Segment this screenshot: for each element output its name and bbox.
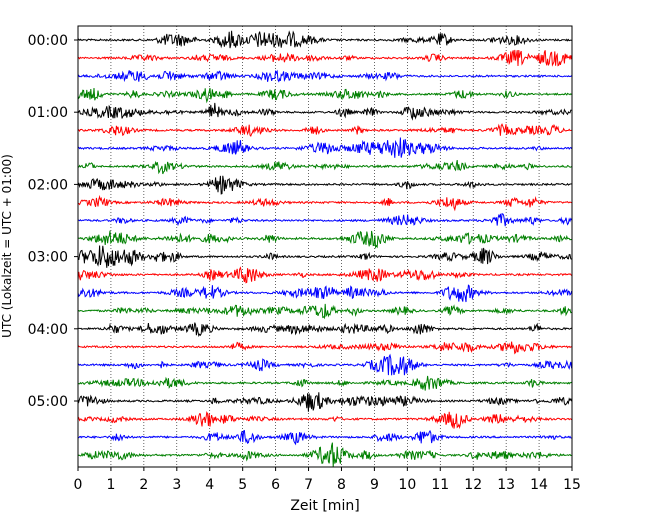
seismic-trace-5	[77, 123, 572, 138]
seismic-trace-20	[77, 392, 573, 412]
seismic-trace-12	[77, 245, 572, 268]
y-tick-label: 05:00	[28, 394, 68, 410]
seismic-trace-17	[77, 341, 572, 355]
seismic-trace-15	[77, 303, 572, 320]
x-tick-label: 10	[398, 477, 416, 493]
seismic-trace-13	[77, 266, 572, 284]
seismic-trace-2	[77, 69, 572, 83]
seismic-trace-8	[77, 175, 572, 195]
x-tick-label: 2	[139, 477, 148, 493]
y-tick-label: 01:00	[28, 105, 68, 121]
x-tick-label: 11	[431, 477, 449, 493]
x-tick-label: 13	[497, 477, 515, 493]
seismic-trace-11	[77, 230, 572, 250]
x-tick-label: 4	[205, 477, 214, 493]
seismic-trace-1	[77, 49, 573, 67]
x-tick-label: 9	[370, 477, 379, 493]
seismic-trace-18	[77, 353, 573, 376]
x-tick-label: 8	[337, 477, 346, 493]
plot-frame	[77, 25, 573, 468]
x-tick-label: 14	[530, 477, 548, 493]
x-tick-label: 6	[271, 477, 280, 493]
x-axis-ticks: 0 1 2 3 4 5 6 7 8 9 10 11 12 13 14 15	[74, 467, 581, 493]
y-tick-label: 04:00	[28, 322, 68, 338]
seismic-trace-16	[77, 322, 572, 338]
seismic-trace-10	[77, 213, 573, 227]
x-tick-label: 5	[238, 477, 247, 493]
seismic-trace-14	[77, 284, 573, 303]
y-tick-label: 02:00	[28, 177, 68, 193]
x-tick-label: 15	[563, 477, 581, 493]
seismic-trace-6	[77, 137, 573, 158]
x-tick-label: 7	[304, 477, 313, 493]
x-tick-label: 3	[172, 477, 181, 493]
seismic-traces	[77, 30, 573, 467]
y-axis-ticks: 00:00 01:00 02:00 03:00 04:00 05:00	[28, 33, 78, 410]
seismic-trace-4	[77, 102, 572, 121]
seismic-trace-21	[77, 411, 572, 430]
x-axis-label: Zeit [min]	[290, 498, 359, 514]
seismic-trace-0	[77, 30, 572, 49]
seismic-trace-23	[77, 442, 572, 467]
seismic-trace-19	[77, 375, 572, 391]
y-axis-label: UTC (Lokalzeit = UTC + 01:00)	[0, 154, 14, 338]
x-tick-label: 0	[74, 477, 83, 493]
y-tick-label: 03:00	[28, 250, 68, 266]
y-tick-label: 00:00	[28, 33, 68, 49]
seismic-trace-3	[77, 87, 572, 104]
seismic-trace-7	[77, 159, 572, 175]
seismic-trace-9	[77, 194, 572, 212]
x-tick-label: 12	[464, 477, 482, 493]
x-tick-label: 1	[106, 477, 115, 493]
seismic-trace-22	[77, 429, 572, 446]
